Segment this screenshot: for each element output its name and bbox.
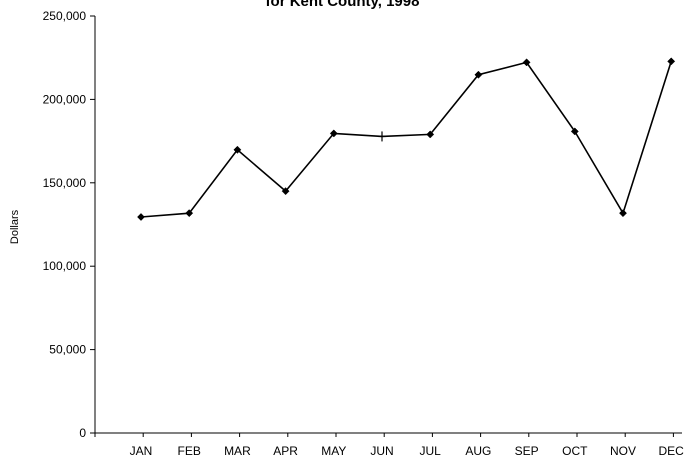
chart-title: for Kent County, 1998 xyxy=(265,0,420,10)
y-tick-label: 250,000 xyxy=(43,9,87,23)
x-tick-label: JUL xyxy=(420,444,442,458)
x-tick-label: NOV xyxy=(610,444,636,458)
data-point-marker xyxy=(667,57,676,66)
data-point-marker xyxy=(426,130,435,139)
y-axis-title: Dollars xyxy=(9,209,21,244)
x-tick-label: FEB xyxy=(178,444,201,458)
data-point-marker xyxy=(474,70,483,79)
data-point-marker xyxy=(378,131,386,142)
x-tick-label: JUN xyxy=(370,444,393,458)
x-tick-label: MAR xyxy=(224,444,251,458)
y-tick-label: 150,000 xyxy=(43,176,87,190)
x-tick-label: APR xyxy=(273,444,298,458)
data-point-marker xyxy=(619,209,627,218)
data-point-marker xyxy=(185,209,194,218)
y-tick-label: 100,000 xyxy=(43,259,87,273)
series-line xyxy=(140,61,672,218)
y-tick-label: 50,000 xyxy=(49,343,86,357)
x-tick-label: AUG xyxy=(465,444,491,458)
axes xyxy=(94,16,682,434)
x-tick-label: JAN xyxy=(130,444,153,458)
data-point-marker xyxy=(570,127,579,136)
y-tick-label: 200,000 xyxy=(43,92,87,106)
series-line-path xyxy=(140,61,672,218)
data-point-marker xyxy=(233,145,242,154)
x-axis-ticks: JAN FEB MAR APR MAY JUN JUL AUG SEP OCT NOV DEC xyxy=(94,433,685,458)
x-tick-label: SEP xyxy=(515,444,539,458)
data-point-marker xyxy=(522,58,531,67)
x-tick-label: MAY xyxy=(321,444,346,458)
data-point-marker xyxy=(137,213,145,221)
data-point-marker xyxy=(329,129,338,138)
data-point-marker xyxy=(281,187,290,196)
series-markers xyxy=(137,57,676,221)
y-axis-ticks: 0 50,000 100,000 150,000 200,000 250,000 xyxy=(43,9,95,440)
x-tick-label: OCT xyxy=(562,444,588,458)
y-tick-label: 0 xyxy=(79,426,86,440)
x-tick-label: DEC xyxy=(659,444,685,458)
